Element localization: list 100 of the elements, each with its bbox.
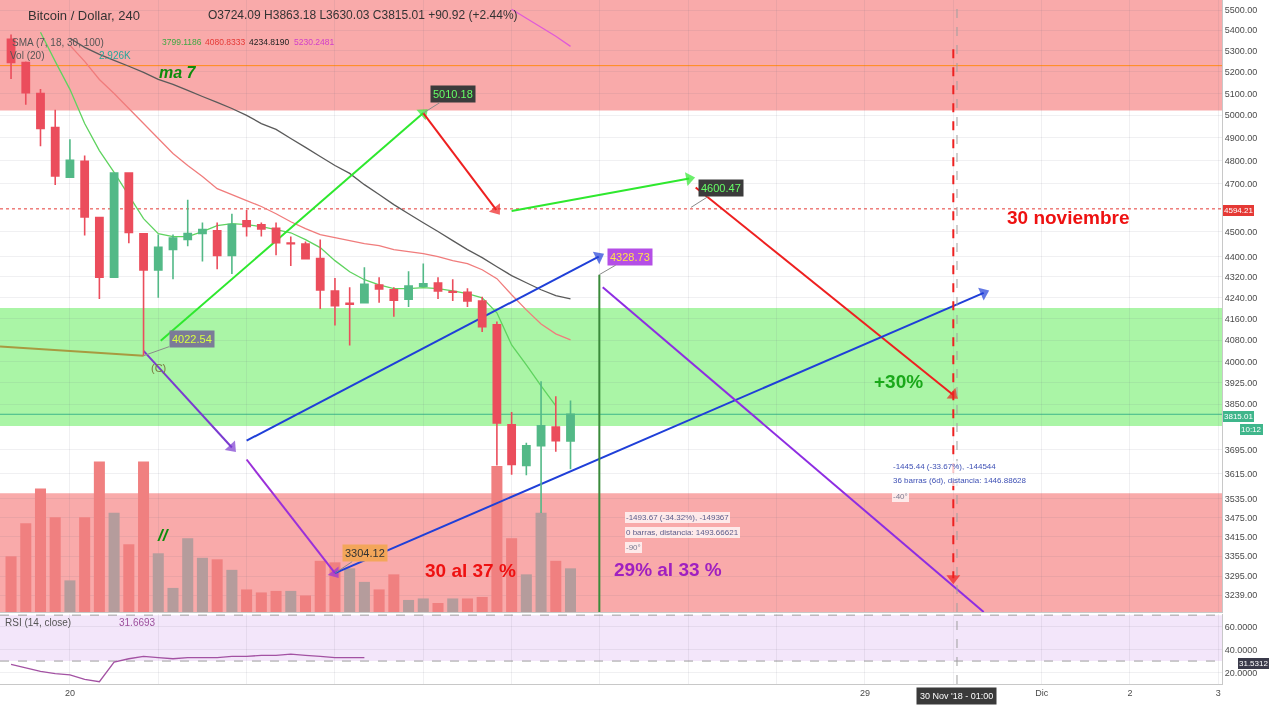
annotation: 5230.2481	[294, 37, 335, 47]
bar	[64, 580, 76, 612]
y-tick-label: 3239.00	[1224, 590, 1258, 601]
text: 10:12	[1241, 425, 1262, 434]
y-tick-label: 3295.00	[1224, 571, 1258, 582]
bar	[447, 598, 459, 612]
annotation: -1493.67 (-34.32%), -149367	[626, 513, 730, 522]
bar	[270, 590, 282, 612]
chart-title: Vol (20)	[10, 50, 45, 61]
candlestick	[286, 235, 296, 267]
y-tick-label: 5100.00	[1224, 88, 1258, 99]
bar	[123, 544, 135, 612]
bar	[373, 589, 385, 612]
candlestick	[242, 209, 252, 238]
y-tick-label: 3850.00	[1224, 399, 1258, 410]
annotation: 4080.8333	[205, 37, 246, 47]
annotation: //	[157, 526, 170, 545]
bar	[344, 568, 356, 612]
candlestick	[418, 262, 428, 287]
candlestick	[477, 295, 487, 333]
ref-line-label: 30 Nov '18 - 01:00	[920, 691, 994, 701]
text: O3724.09 H3863.18 L3630.03 C3815.01 +90.92 (+2.44%)	[208, 8, 518, 22]
bar	[314, 560, 326, 612]
candlestick	[139, 232, 148, 357]
bar	[564, 568, 577, 612]
annotation: SMA (7, 18, 30, 100)	[12, 37, 104, 48]
annotation: 4234.8190	[249, 37, 290, 47]
candlestick	[153, 233, 163, 299]
candlestick	[359, 266, 369, 304]
bar	[152, 553, 164, 612]
bar	[535, 512, 547, 612]
y-tick-label: 4160.00	[1224, 313, 1258, 324]
bar	[79, 517, 91, 612]
y-tick-label: 40.0000	[1224, 644, 1258, 655]
bar	[138, 461, 150, 612]
candlestick	[109, 172, 119, 278]
annotation: -40°	[893, 492, 908, 501]
candlestick	[198, 221, 207, 263]
y-tick-label: 5000.00	[1224, 110, 1258, 121]
candlestick	[168, 233, 178, 280]
candlestick	[507, 411, 517, 476]
candlestick	[521, 441, 531, 477]
annotation: 4600.47	[701, 182, 741, 194]
y-tick-label: 60.0000	[1224, 621, 1258, 632]
candlestick	[94, 216, 104, 300]
line-series	[69, 37, 572, 300]
bar	[34, 488, 47, 612]
y-tick-label: 5500.00	[1224, 5, 1258, 16]
y-tick-label: 5300.00	[1224, 46, 1258, 57]
candlestick	[50, 109, 60, 186]
y-tick-label: 5200.00	[1224, 67, 1258, 78]
bar	[403, 599, 415, 612]
candlestick	[566, 399, 575, 470]
candlestick	[448, 278, 458, 302]
bar	[108, 512, 120, 612]
annotation: -90°	[626, 543, 641, 552]
candlestick	[374, 276, 384, 304]
y-tick-label: 3475.00	[1224, 512, 1258, 523]
x-tick-label: 29	[859, 687, 870, 698]
y-tick-label: 4080.00	[1224, 335, 1258, 346]
annotation: ma 7	[159, 64, 197, 81]
annotation: 36 barras (6d), distancia: 1446.88628	[893, 476, 1027, 485]
bar	[358, 581, 370, 612]
x-tick-label: 3	[1215, 687, 1221, 698]
candlestick	[389, 286, 399, 318]
y-tick-label: 3355.00	[1224, 551, 1258, 562]
y-tick-label: 4400.00	[1224, 251, 1258, 262]
candlestick	[36, 88, 45, 148]
ref-line-label: 3815.01	[1224, 412, 1254, 421]
candlestick	[315, 238, 325, 310]
candlestick	[301, 240, 310, 260]
text: 31.5312	[1239, 659, 1269, 668]
bar	[196, 557, 208, 612]
bar	[5, 556, 17, 612]
candlestick	[21, 60, 31, 106]
annotation: +30%	[874, 371, 924, 392]
candlestick	[345, 286, 355, 347]
text: Bitcoin / Dollar, 240	[28, 7, 141, 23]
y-tick-label: 4700.00	[1224, 178, 1258, 189]
y-tick-label: 3615.00	[1224, 468, 1258, 479]
annotation: 3799.1186	[162, 37, 202, 47]
candlestick	[330, 277, 340, 327]
x-tick-label: 20	[64, 687, 75, 698]
bar	[93, 461, 105, 612]
bar	[167, 587, 179, 612]
bar	[388, 574, 400, 612]
bar	[417, 598, 429, 612]
y-tick-label: 3415.00	[1224, 531, 1258, 542]
annotation: 4022.54	[172, 333, 212, 345]
bar	[285, 590, 297, 612]
annotation: 31.6693	[119, 617, 156, 628]
y-tick-label: 4900.00	[1224, 132, 1258, 143]
bar	[226, 569, 238, 612]
candlestick	[124, 172, 134, 245]
y-tick-label: 3535.00	[1224, 493, 1258, 504]
bar	[476, 596, 488, 612]
y-tick-label: 4320.00	[1224, 272, 1258, 283]
bar	[241, 589, 253, 612]
candlestick	[227, 212, 237, 275]
bar	[550, 560, 562, 612]
